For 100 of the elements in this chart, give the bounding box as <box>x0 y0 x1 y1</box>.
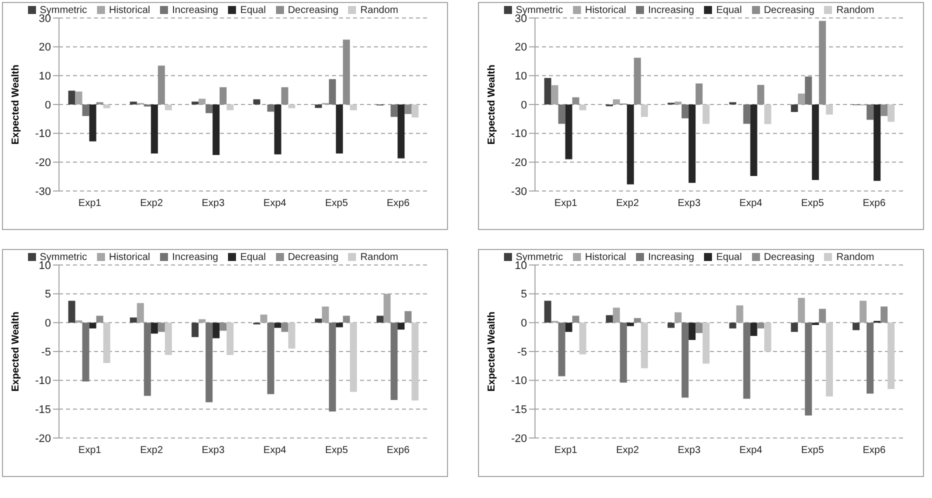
x-tick-label: Exp2 <box>616 198 640 210</box>
y-tick-label: -10 <box>511 128 527 140</box>
bar <box>192 102 199 104</box>
bar <box>626 322 634 326</box>
legend-label: Decreasing <box>764 252 814 263</box>
bar <box>274 322 282 328</box>
bar <box>267 322 274 394</box>
bar <box>558 322 566 376</box>
y-tick-label: -10 <box>511 375 527 388</box>
y-tick-label: 0 <box>520 318 527 330</box>
bar <box>390 322 398 400</box>
bar <box>790 322 798 332</box>
bar <box>880 306 888 323</box>
bar <box>702 322 710 364</box>
bar <box>579 322 586 354</box>
x-tick-label: Exp1 <box>554 198 578 210</box>
x-tick-label: Exp1 <box>78 445 102 456</box>
y-tick-label: -20 <box>35 432 51 445</box>
x-tick-label: Exp3 <box>678 198 701 210</box>
bar <box>404 104 412 114</box>
bar <box>281 87 288 104</box>
y-tick-label: 5 <box>44 288 51 301</box>
y-tick-label: -20 <box>511 157 527 170</box>
x-tick-label: Exp4 <box>739 198 763 210</box>
y-tick-label: -10 <box>35 128 51 140</box>
x-tick-label: Exp6 <box>862 445 886 456</box>
bar <box>103 104 110 108</box>
bar <box>404 311 412 323</box>
x-tick-label: Exp1 <box>78 198 102 210</box>
legend-label: Increasing <box>648 5 694 16</box>
y-tick-label: 20 <box>38 42 51 54</box>
legend-label: Equal <box>716 5 742 16</box>
bar <box>130 317 137 323</box>
legend-label: Random <box>836 252 874 263</box>
y-tick-label: 0 <box>520 99 527 112</box>
bar <box>866 322 874 394</box>
bar <box>579 104 586 110</box>
bar <box>888 104 895 122</box>
bar <box>764 104 772 124</box>
legend-label: Equal <box>240 252 266 263</box>
bar <box>688 322 696 340</box>
legend-label: Equal <box>716 252 742 263</box>
bar <box>68 300 76 323</box>
legend-label: Increasing <box>172 252 218 263</box>
x-tick-label: Exp3 <box>678 445 701 456</box>
y-tick-label: 10 <box>38 70 51 83</box>
bar <box>390 104 398 117</box>
legend-label: Decreasing <box>288 5 338 16</box>
bar <box>565 104 572 160</box>
bar <box>398 322 405 330</box>
bar <box>281 322 288 332</box>
bar <box>818 308 826 323</box>
y-tick-label: 0 <box>44 99 51 112</box>
legend-label: Historical <box>108 252 150 263</box>
bar <box>336 104 343 154</box>
y-axis-title: Expected Wealth <box>10 64 22 144</box>
x-tick-label: Exp6 <box>386 445 410 456</box>
bar <box>328 79 336 104</box>
bar <box>220 87 227 104</box>
x-tick-label: Exp6 <box>862 198 886 210</box>
bar <box>866 104 874 120</box>
bar <box>342 40 350 104</box>
bar <box>544 78 552 104</box>
y-tick-label: -10 <box>35 375 51 388</box>
bar <box>757 84 764 104</box>
bar <box>743 104 750 124</box>
y-tick-label: -30 <box>511 186 527 198</box>
legend-label: Decreasing <box>764 5 814 16</box>
bar <box>150 322 158 334</box>
bar <box>226 322 234 355</box>
y-tick-label: 20 <box>514 42 527 54</box>
y-tick-label: -5 <box>41 346 51 358</box>
x-tick-label: Exp1 <box>554 445 578 456</box>
x-tick-label: Exp2 <box>140 198 164 210</box>
y-tick-label: 0 <box>44 318 51 330</box>
bar <box>544 300 552 323</box>
x-tick-label: Exp5 <box>801 445 824 456</box>
bar <box>206 322 213 402</box>
bar <box>314 104 322 108</box>
bar <box>626 104 634 184</box>
bar <box>212 104 220 155</box>
y-tick-label: -20 <box>511 432 527 445</box>
bar <box>328 322 336 412</box>
bar <box>212 322 220 338</box>
bar <box>852 322 860 330</box>
legend-label: Random <box>360 252 398 263</box>
bar <box>606 315 613 323</box>
bar <box>757 322 764 328</box>
bar <box>89 104 96 142</box>
bar <box>336 322 343 328</box>
bar <box>729 322 736 328</box>
legend-label: Random <box>836 5 874 16</box>
bar <box>350 104 357 110</box>
bar <box>880 104 888 116</box>
bar <box>572 97 580 104</box>
bar <box>640 104 648 117</box>
bar <box>640 322 648 368</box>
bar <box>812 104 819 180</box>
y-axis-title: Expected Wealth <box>486 64 498 144</box>
bar <box>696 322 703 334</box>
